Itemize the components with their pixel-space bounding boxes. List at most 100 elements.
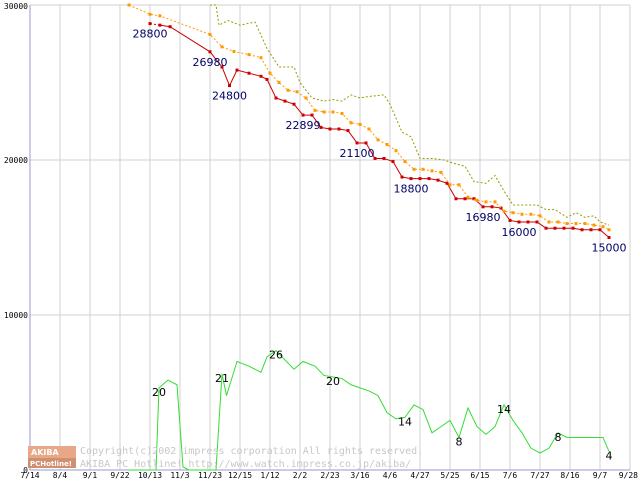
data-point-low: [158, 23, 162, 27]
data-point-mid: [394, 149, 398, 153]
x-tick-label: 11/3: [170, 471, 189, 480]
data-point-low: [508, 218, 512, 222]
x-tick-label: 3/16: [350, 471, 369, 480]
data-point-mid: [385, 143, 389, 146]
volume-label: 20: [152, 386, 166, 399]
data-point-low: [589, 228, 593, 232]
data-point-low: [265, 77, 269, 81]
x-tick-label: 2/2: [293, 471, 308, 480]
data-point-low: [208, 50, 212, 54]
price-label: 21100: [340, 147, 375, 160]
data-point-mid: [349, 121, 353, 125]
data-point-low: [168, 25, 172, 29]
data-point-low: [355, 141, 359, 145]
data-point-low: [220, 65, 224, 69]
data-point-mid: [439, 170, 443, 174]
data-point-mid: [277, 81, 281, 84]
data-point-mid: [511, 211, 515, 215]
data-point-low: [283, 99, 287, 103]
data-point-low: [427, 177, 431, 181]
volume-label: 26: [269, 349, 283, 362]
data-point-mid: [304, 96, 308, 100]
data-point-mid: [286, 88, 290, 92]
data-point-mid: [529, 212, 533, 216]
data-point-low: [409, 177, 413, 181]
price-label: 18800: [394, 183, 429, 196]
data-point-mid: [322, 110, 326, 114]
price-label: 28800: [133, 28, 168, 41]
data-point-low: [301, 113, 305, 117]
x-tick-label: 4/6: [383, 471, 398, 480]
data-point-mid: [268, 71, 272, 75]
price-label: 16000: [502, 226, 537, 239]
data-point-low: [553, 226, 557, 230]
data-point-low: [481, 205, 485, 209]
data-point-mid: [127, 3, 131, 7]
x-tick-label: 9/22: [110, 471, 129, 480]
data-point-mid: [475, 198, 479, 202]
data-point-low: [148, 22, 152, 26]
x-tick-label: 6/15: [470, 471, 489, 480]
data-point-low: [463, 197, 467, 201]
data-point-low: [517, 220, 521, 224]
watermark: AKIBA PCHotline! Copyright(c)2002 impres…: [28, 446, 423, 470]
data-point-low: [454, 197, 458, 201]
data-point-low: [373, 156, 377, 160]
data-point-mid: [547, 220, 551, 224]
chart-data-labels: 28800 26980 24800 22899 21100 18800 1698016000…: [133, 28, 627, 463]
x-tick-label: 8/4: [53, 471, 68, 480]
akiba-logo: AKIBA PCHotline!: [28, 446, 76, 468]
data-point-mid: [583, 222, 587, 226]
data-point-mid: [430, 169, 434, 173]
y-tick-label: 10000: [4, 311, 28, 320]
data-point-mid: [484, 200, 488, 204]
data-point-low: [310, 113, 314, 117]
x-tick-label: 9/28: [619, 471, 638, 480]
data-point-mid: [158, 14, 162, 18]
x-tick-label: 11/23: [198, 471, 222, 480]
price-label: 24800: [212, 90, 247, 103]
data-point-mid: [601, 225, 605, 229]
series-line-high: [210, 4, 610, 226]
x-axis-ticks: 7/14 8/4 9/1 9/22 10/13 11/3 11/23 12/15 1/12 2/2…: [20, 471, 638, 480]
x-tick-label: 8/16: [560, 471, 579, 480]
logo-text-bottom: PCHotline!: [30, 460, 72, 468]
price-label: 22899: [286, 119, 321, 132]
data-point-low: [228, 84, 231, 88]
data-point-mid: [607, 228, 611, 232]
x-tick-label: 4/27: [410, 471, 429, 480]
data-point-mid: [220, 45, 224, 49]
series-line-low-dashed: [149, 23, 160, 26]
x-tick-label: 5/25: [440, 471, 459, 480]
data-point-mid: [247, 53, 251, 57]
x-tick-label: 12/15: [228, 471, 252, 480]
logo-text-top: AKIBA: [31, 448, 59, 457]
data-point-mid: [376, 138, 380, 142]
data-point-low: [535, 220, 539, 224]
x-tick-label: 7/14: [20, 471, 39, 480]
url-text: AKIBA PC Hotline! http://www.watch.impre…: [80, 459, 411, 470]
data-point-mid: [313, 108, 317, 112]
data-point-mid: [457, 183, 461, 187]
data-point-low: [328, 127, 332, 131]
data-point-mid: [412, 167, 416, 171]
x-tick-label: 7/6: [503, 471, 518, 480]
data-point-low: [526, 220, 530, 224]
data-point-mid: [574, 222, 578, 226]
data-point-low: [319, 125, 323, 129]
series-line-mid: [128, 4, 610, 231]
data-point-low: [274, 96, 278, 100]
data-point-low: [235, 68, 239, 72]
price-label: 26980: [193, 56, 228, 69]
data-point-low: [346, 129, 350, 133]
data-point-low: [418, 177, 422, 181]
volume-label: 21: [215, 372, 229, 385]
data-point-mid: [448, 183, 452, 187]
data-point-mid: [538, 214, 542, 218]
x-tick-label: 10/13: [138, 471, 162, 480]
x-tick-label: 1/12: [260, 471, 279, 480]
data-point-low: [391, 160, 395, 164]
data-point-low: [490, 205, 494, 209]
data-point-low: [571, 226, 575, 230]
